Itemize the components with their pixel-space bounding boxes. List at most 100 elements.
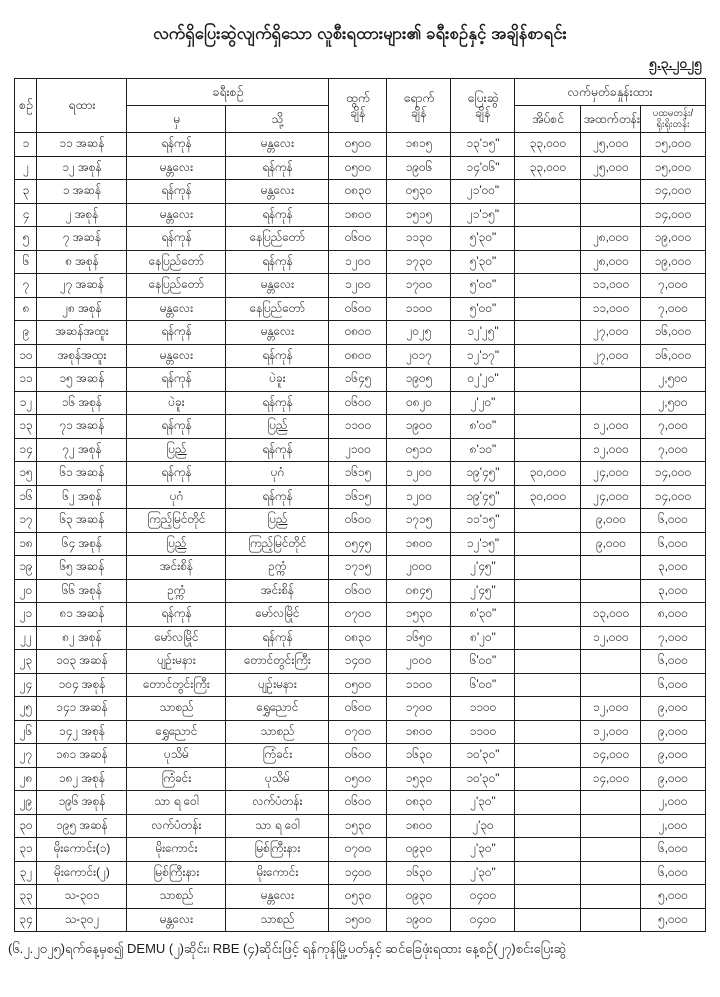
cell-arrive: ၀၈၂၀ (386, 390, 452, 415)
cell-upper (580, 860, 642, 885)
timetable-body: ၁၁၁ အဆန် ရန်ကုန် မန္တလေး ၀၅၀၀ ၁၈၁၅ ၁၃'၁၅" ၃၃,၀… (14, 132, 706, 932)
cell-train: ၁၅ အဆန် (36, 367, 128, 392)
page-title: လက်ရှိပြေးဆွဲလျက်ရှိသော လူစီးရထားများ၏ ခ… (153, 25, 567, 43)
cell-depart: ၁၆၁၅ (328, 461, 388, 486)
cell-to: သာစည် (225, 907, 330, 932)
cell-sleeper: ၃၃,၀၀၀ (514, 155, 582, 180)
cell-upper (580, 884, 642, 909)
cell-depart: ၀၇၀၀ (328, 602, 388, 627)
table-row: ၁၃ ၇၁ အဆန် ရန်ကုန် ပြည် ၁၁၀၀ ၁၉၀၀ ၈'၀၀" ၁၂,၀၀၀၇… (14, 414, 706, 439)
cell-upper (580, 202, 642, 227)
cell-duration: ၂'၃၀" (450, 790, 516, 815)
cell-no: ၂၃ (14, 649, 38, 674)
cell-sleeper (514, 343, 582, 368)
header-running-time: ပြေးဆွဲ ချိန် (450, 78, 516, 133)
cell-ordinary: ၇,၀၀၀ (640, 296, 706, 321)
cell-depart: ၀၅၀၀ (328, 155, 388, 180)
cell-sleeper (514, 884, 582, 909)
cell-duration: ၁၃'၁၅" (450, 132, 516, 157)
cell-no: ၂၉ (14, 790, 38, 815)
cell-no: ၂ (14, 155, 38, 180)
table-row: ၂၃ ၁၀၃ အဆန် ပျဉ်းမနား တောင်တွင်းကြီး ၁၄၀၀ ၂၀၀… (14, 649, 706, 674)
cell-duration: ၁၂'၁၇" (450, 343, 516, 368)
cell-to: မန္တလေး (225, 273, 330, 298)
cell-to: ရန်ကုန် (225, 202, 330, 227)
cell-from: ကြည့်မြင်တိုင် (126, 508, 227, 533)
cell-upper: ၁၄,၀၀၀ (580, 766, 642, 791)
cell-arrive: ၁၉၀၆ (386, 155, 452, 180)
cell-no: ၁၈ (14, 531, 38, 556)
cell-from: သာစည် (126, 696, 227, 721)
cell-to: ရန်ကုန် (225, 155, 330, 180)
cell-train: အဆန်အထူး (36, 320, 128, 345)
header-depart-time: ထွက် ချိန် (328, 78, 388, 133)
cell-sleeper (514, 249, 582, 274)
table-row: ၁၂ ၁၆ အစုန် ပဲခူး ရန်ကုန် ၀၆၀၀ ၀၈၂၀ ၂'၂၀" ၂,၅၀၀ (14, 390, 706, 415)
header-no: စဉ် (14, 78, 38, 133)
cell-arrive: ၁၆၃၀ (386, 860, 452, 885)
cell-no: ၉ (14, 320, 38, 345)
cell-upper (580, 813, 642, 838)
cell-sleeper (514, 602, 582, 627)
cell-no: ၁၁ (14, 367, 38, 392)
cell-from: ရန်ကုန် (126, 179, 227, 204)
cell-to: လက်ပံတန်း (225, 790, 330, 815)
cell-to: ပြည် (225, 414, 330, 439)
cell-duration: ၆'၀၀" (450, 649, 516, 674)
cell-from: ပုဂံ (126, 484, 227, 509)
cell-upper: ၂၅,၀၀၀ (580, 132, 642, 157)
cell-from: မန္တလေး (126, 907, 227, 932)
cell-no: ၃၄ (14, 907, 38, 932)
cell-to: မိုးကောင်း (225, 860, 330, 885)
cell-train: ၁၄၂ အစုန် (36, 719, 128, 744)
cell-to: မန္တလေး (225, 132, 330, 157)
cell-train: ၈၂ အစုန် (36, 625, 128, 650)
cell-from: မန္တလေး (126, 155, 227, 180)
cell-ordinary: ၆,၀၀၀ (640, 860, 706, 885)
header-train: ရထား (36, 78, 128, 133)
table-row: ၂၉ ၁၉၆ အစုန် သာ ရ ဝေါ လက်ပံတန်း ၀၆၀၀ ၀၈၃၀ ၂'၃၀… (14, 790, 706, 815)
table-row: ၂၈ ၁၈၂ အစုန် ကြံခင်း ပုသိမ် ၀၅၀၀ ၁၅၃၀ ၁၀'၃၀" ၁၄… (14, 766, 706, 791)
cell-no: ၁၅ (14, 461, 38, 486)
cell-duration: ၂၁'၀၀" (450, 179, 516, 204)
cell-from: နေပြည်တော် (126, 249, 227, 274)
cell-depart: ၀၆၀၀ (328, 508, 388, 533)
cell-arrive: ၀၅၃၀ (386, 179, 452, 204)
cell-to: ပုဂံ (225, 461, 330, 486)
cell-duration: ၀၂'၂၀" (450, 367, 516, 392)
cell-duration: ၁၀'၃၀" (450, 743, 516, 768)
cell-from: မန္တလေး (126, 296, 227, 321)
cell-ordinary: ၆,၀၀၀ (640, 649, 706, 674)
cell-upper (580, 555, 642, 580)
cell-no: ၆ (14, 249, 38, 274)
cell-arrive: ၂၀၀၀ (386, 649, 452, 674)
cell-ordinary: ၇,၀၀၀ (640, 414, 706, 439)
cell-depart: ၁၄၀၀ (328, 649, 388, 674)
cell-ordinary: ၉,၀၀၀ (640, 743, 706, 768)
cell-depart: ၀၇၀၀ (328, 837, 388, 862)
table-row: ၁၆ ၆၂ အစုန် ပုဂံ ရန်ကုန် ၁၆၁၅ ၁၂၀၀ ၁၉'၄၅" ၃၀,၀၀… (14, 484, 706, 509)
cell-train: ၇၂ အစုန် (36, 437, 128, 462)
header-from: မှ (126, 105, 227, 133)
cell-train: ၁၉၅ အဆန် (36, 813, 128, 838)
table-header: စဉ် ရထား ခရီးစဉ် ထွက် ချိန် ရောက် ချိန် … (14, 78, 706, 133)
cell-duration: ၁၂'၁၅" (450, 531, 516, 556)
table-row: ၂၁ ၈၁ အဆန် ရန်ကုန် မော်လမြိုင် ၀၇၀၀ ၁၅၃၀ ၈'၃၀"… (14, 602, 706, 627)
table-row: ၁၀ အစုန်အထူး မန္တလေး ရန်ကုန် ၀၈၀၀ ၂၀၁၇ ၁၂'၁၇" ၂… (14, 343, 706, 368)
cell-depart: ၀၈၃၀ (328, 625, 388, 650)
cell-train: ၁၉၆ အစုန် (36, 790, 128, 815)
cell-depart: ၀၆၀၀ (328, 226, 388, 251)
cell-ordinary: ၂,၀၀၀ (640, 790, 706, 815)
cell-arrive: ၁၈၀၀ (386, 531, 452, 556)
cell-no: ၂၇ (14, 743, 38, 768)
table-row: ၁၅ ၆၁ အဆန် ရန်ကုန် ပုဂံ ၁၆၁၅ ၁၂၀၀ ၁၉'၄၅" ၃၀,၀၀၀… (14, 461, 706, 486)
table-row: ၃၂ မိုးကောင်း(၂) မြစ်ကြီးနား မိုးကောင်း ၁၄၀၀… (14, 860, 706, 885)
cell-no: ၅ (14, 226, 38, 251)
cell-from: မိုးကောင်း (126, 837, 227, 862)
cell-no: ၁၂ (14, 390, 38, 415)
cell-arrive: ၂၀၂၅ (386, 320, 452, 345)
cell-sleeper (514, 766, 582, 791)
cell-duration: ၆'၀၀" (450, 672, 516, 697)
cell-upper: ၁၃,၀၀၀ (580, 602, 642, 627)
cell-duration: ၁၁၀၀ (450, 719, 516, 744)
